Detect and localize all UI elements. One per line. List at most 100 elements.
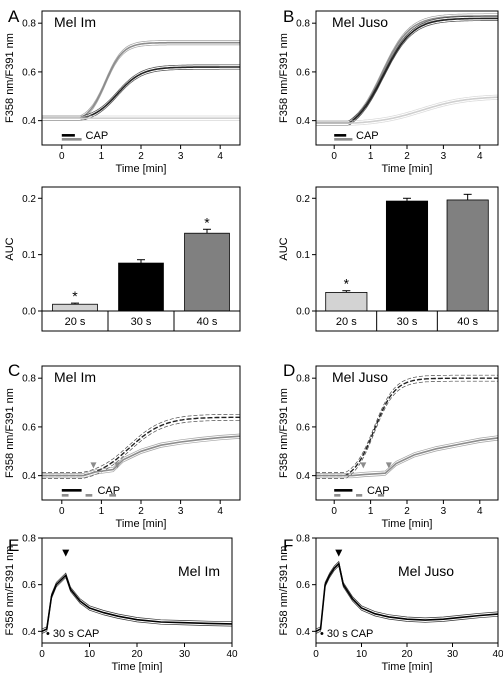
panel-letter: F: [283, 536, 293, 555]
stimulus-bar: [85, 494, 93, 497]
x-tick-label: 20: [131, 649, 143, 660]
series-2: [316, 435, 499, 479]
x-tick-label: 30: [179, 649, 191, 660]
x-tick-label: 30: [447, 649, 459, 660]
stimulus-bar: [377, 494, 385, 497]
x-tick-label: 4: [477, 506, 483, 517]
panel-a: 0 1 2 3 4 0.4 0.6 0.8 Time [min] F358 nm/F391 nm A…: [4, 7, 241, 175]
x-tick-label: 10: [356, 649, 368, 660]
stimulus-bar: [334, 489, 353, 492]
series-3: [316, 94, 499, 126]
series-2-mean-line: [42, 66, 240, 119]
stimulus-bar: [334, 138, 353, 141]
category-label: 40 s: [197, 316, 218, 328]
series-1-mean-line: [316, 377, 498, 477]
y-tick-label: 0.6: [296, 422, 310, 433]
plot-frame: [315, 10, 499, 146]
stimulus-bar: [334, 494, 341, 497]
x-tick-label: 4: [217, 506, 223, 517]
series-2-sem-lower: [42, 64, 240, 117]
stimulus-label: CAP: [86, 130, 109, 142]
series-2-sem-upper: [42, 68, 240, 121]
series-1-mean-line: [42, 416, 240, 477]
series-1-mean-line: [316, 15, 498, 124]
x-tick-label: 2: [404, 506, 410, 517]
series-1: [42, 40, 240, 121]
series-1-sem-lower: [42, 40, 240, 117]
x-tick-label: 1: [99, 151, 105, 162]
category-label: 20 s: [65, 316, 86, 328]
x-tick-label: 10: [84, 649, 96, 660]
x-tick-label: 40: [226, 649, 238, 660]
series-3-sem-lower: [316, 94, 499, 122]
series-3-mean-line: [316, 96, 499, 124]
series-1: [316, 374, 498, 479]
panel-letter: E: [8, 536, 19, 555]
y-tick-label: 0.1: [296, 250, 310, 261]
series-1-sem-upper: [316, 380, 498, 479]
series-1: [41, 572, 233, 634]
stimulus-bars: [334, 134, 353, 141]
y-tick-label: 0.0: [22, 307, 36, 318]
panel-b-auc: 0.0 0.1 0.2 * 20 s 30 s 40 s AUC: [278, 186, 499, 332]
panel-letter: D: [283, 361, 295, 380]
y-tick-label: 0.0: [296, 307, 310, 318]
y-tick-label: 0.6: [22, 580, 36, 591]
x-tick-label: 3: [178, 151, 184, 162]
series-1-sem-upper: [42, 419, 240, 479]
y-tick-label: 0.6: [22, 422, 36, 433]
x-axis-label: Time [min]: [116, 518, 167, 530]
series-1-sem-lower: [315, 560, 499, 630]
y-axis-label: F358 nm/F391 nm: [4, 33, 16, 123]
stimulus-note: • 30 s CAP: [320, 628, 373, 640]
y-axis-label: F358 nm/F391 nm: [278, 546, 290, 636]
series-1-mean-line: [315, 562, 499, 633]
y-tick-label: 0.4: [296, 471, 310, 482]
x-tick-label: 0: [331, 506, 337, 517]
y-axis-label: F358 nm/F391 nm: [4, 546, 16, 636]
y-tick-label: 0.4: [22, 627, 36, 638]
significance-star: *: [344, 276, 350, 292]
x-tick-label: 0: [331, 151, 337, 162]
y-tick-label: 0.8: [296, 374, 310, 385]
y-tick-label: 0.8: [22, 534, 36, 545]
x-tick-label: 1: [368, 151, 374, 162]
x-axis-label: Time [min]: [116, 163, 167, 175]
series-1-sem-upper: [316, 17, 498, 126]
panel-title: Mel Juso: [332, 369, 388, 385]
series-1-sem-lower: [42, 413, 240, 473]
series-2-mean-line: [42, 435, 241, 477]
y-tick-label: 0.4: [296, 116, 310, 127]
y-axis-label: F358 nm/F391 nm: [278, 388, 290, 478]
bar-1: [52, 303, 98, 312]
x-tick-label: 2: [404, 151, 410, 162]
x-tick-label: 4: [477, 151, 483, 162]
y-tick-label: 0.1: [22, 250, 36, 261]
plot-frame: [41, 10, 241, 146]
series-1: [42, 413, 240, 479]
x-axis-label: Time [min]: [112, 661, 163, 673]
x-tick-label: 2: [138, 151, 144, 162]
stimulus-bars: [61, 134, 82, 141]
panel-title: Mel Im: [54, 14, 96, 30]
stimulus-bar: [109, 494, 117, 497]
category-strip: [315, 310, 499, 332]
significance-star: *: [204, 214, 210, 230]
stimulus-label: CAP: [97, 485, 120, 497]
x-tick-label: 40: [492, 649, 503, 660]
panel-letter: C: [8, 361, 20, 380]
series-2: [42, 433, 241, 479]
category-label: 40 s: [457, 316, 478, 328]
stimulus-bar: [61, 489, 82, 492]
x-tick-label: 3: [441, 151, 447, 162]
y-tick-label: 0.8: [22, 374, 36, 385]
series-2-sem-lower: [316, 435, 499, 474]
y-tick-label: 0.2: [296, 194, 310, 205]
x-tick-label: 20: [401, 649, 413, 660]
series-1: [315, 560, 499, 634]
bar-2: [118, 262, 164, 312]
x-tick-label: 0: [59, 506, 65, 517]
y-tick-label: 0.6: [296, 67, 310, 78]
stimulus-bar: [334, 134, 347, 137]
panel-letter: A: [8, 7, 20, 26]
